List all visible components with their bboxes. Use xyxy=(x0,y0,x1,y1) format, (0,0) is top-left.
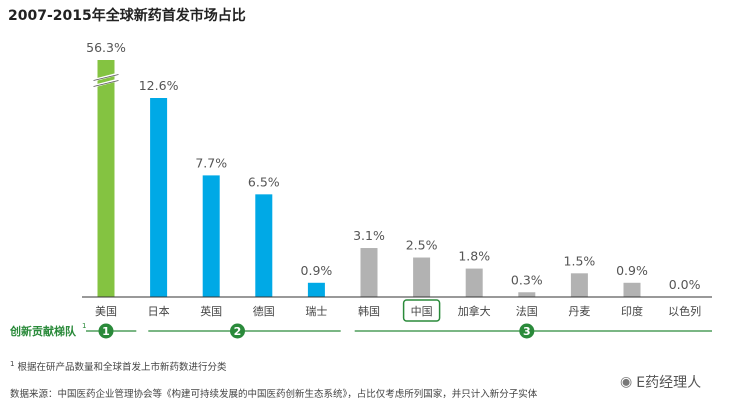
footnote-marker: 1 xyxy=(10,359,15,368)
watermark: ◉ E药经理人 xyxy=(620,372,701,392)
bar-2 xyxy=(202,175,220,297)
category-label-0: 美国 xyxy=(95,305,117,318)
bar-5 xyxy=(360,248,378,297)
category-label-6: 中国 xyxy=(411,305,433,318)
category-label-10: 印度 xyxy=(621,304,643,318)
value-label-8: 0.3% xyxy=(511,272,543,287)
value-label-3: 6.5% xyxy=(248,174,280,189)
category-label-7: 加拿大 xyxy=(458,304,491,318)
footnote-text: 根据在研产品数量和全球首发上市新药数进行分类 xyxy=(17,362,227,373)
category-label-3: 德国 xyxy=(253,304,275,318)
value-label-0: 56.3% xyxy=(86,40,126,55)
category-label-4: 瑞士 xyxy=(305,304,327,318)
source-note: 数据来源：中国医药企业管理协会等《构建可持续发展的中国医药创新生态系统》，占比仅… xyxy=(10,389,538,400)
bar-6 xyxy=(413,257,431,297)
category-label-9: 丹麦 xyxy=(568,305,590,318)
tier-badge-3 xyxy=(519,323,535,339)
bar-7 xyxy=(465,268,483,297)
chart-title: 2007-2015年全球新药首发市场占比 xyxy=(8,8,246,24)
value-label-7: 1.8% xyxy=(458,249,490,264)
watermark-text: E药经理人 xyxy=(636,375,702,391)
tier-badge-2 xyxy=(230,323,245,339)
bar-9 xyxy=(570,273,588,297)
tier-legend-superscript: 1 xyxy=(82,322,86,330)
bar-4 xyxy=(307,282,325,297)
tier-number-2: 2 xyxy=(234,325,242,338)
bar-3 xyxy=(255,194,273,297)
axis-break-line-0 xyxy=(93,74,119,81)
bar-0 xyxy=(97,60,115,297)
category-label-1: 日本 xyxy=(148,304,170,318)
value-label-4: 0.9% xyxy=(301,263,333,278)
value-label-11: 0.0% xyxy=(669,277,701,292)
wechat-icon: ◉ xyxy=(620,374,633,390)
bar-8 xyxy=(518,292,536,297)
highlight-box xyxy=(402,299,441,322)
bar-10 xyxy=(623,282,641,297)
bar-1 xyxy=(150,98,168,297)
category-label-8: 法国 xyxy=(516,304,538,318)
tier-number-3: 3 xyxy=(523,325,531,338)
bar-chart: 56.3% 12.6% 7.7% 6.5% 0.9% 3.1% 2.5% 1.8% 0.3% 1.… xyxy=(9,40,712,339)
axis-break-line-1 xyxy=(93,80,119,87)
value-label-6: 2.5% xyxy=(406,238,438,253)
tier-legend-label: 创新贡献梯队 xyxy=(9,324,77,338)
footnote: 1 根据在研产品数量和全球首发上市新药数进行分类 xyxy=(10,359,227,373)
value-label-10: 0.9% xyxy=(616,263,648,278)
category-label-11: 以色列 xyxy=(668,304,701,318)
value-label-2: 7.7% xyxy=(195,155,227,170)
value-label-5: 3.1% xyxy=(353,228,385,243)
tier-number-1: 1 xyxy=(102,325,110,338)
value-label-9: 1.5% xyxy=(564,253,596,268)
value-label-1: 12.6% xyxy=(139,78,179,93)
category-label-2: 英国 xyxy=(200,304,222,318)
tier-badge-1 xyxy=(98,323,114,339)
category-label-5: 韩国 xyxy=(358,304,380,318)
